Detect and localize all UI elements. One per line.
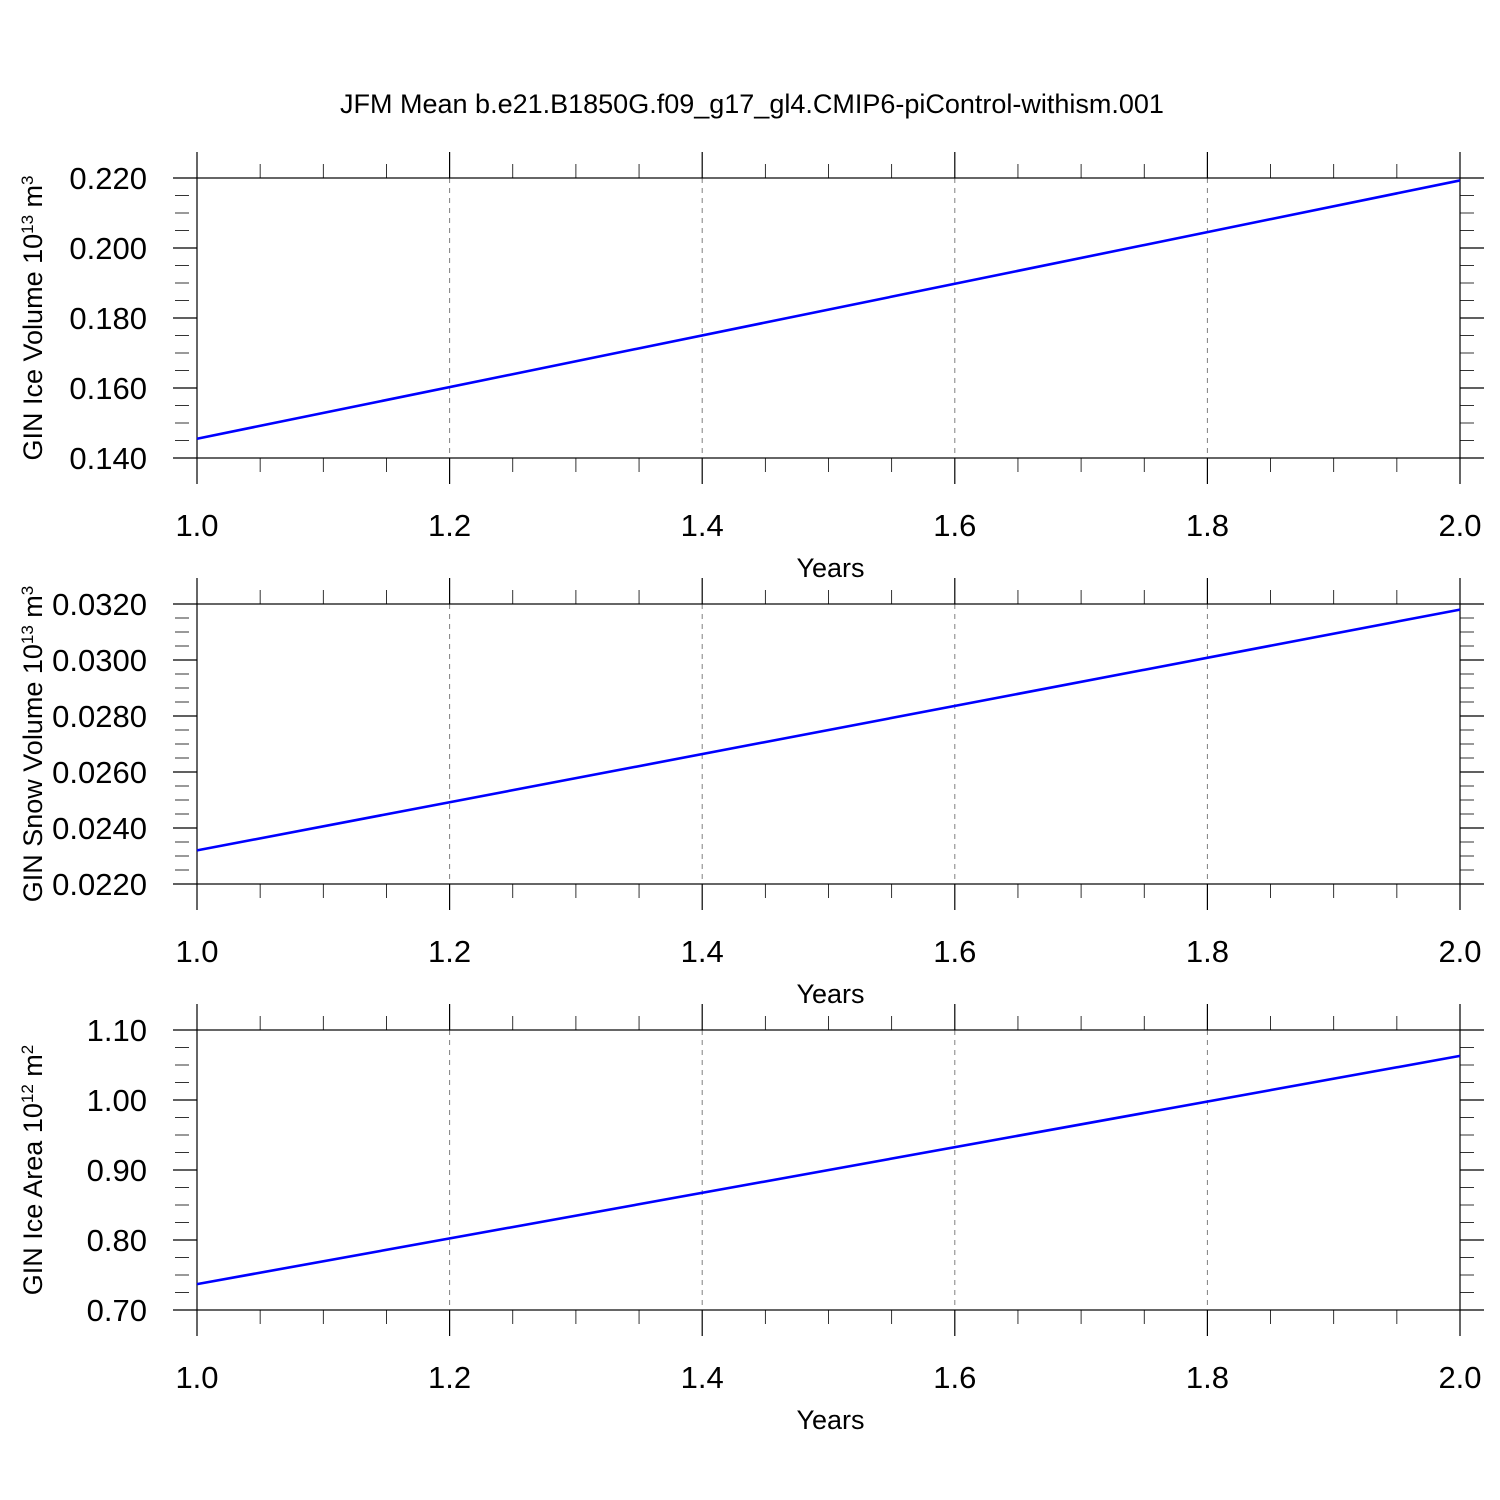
series-line <box>196 608 1461 852</box>
series-line <box>196 179 1461 441</box>
y-axis-label-superscript: 3 <box>18 586 37 595</box>
y-tick-label: 0.0260 <box>52 755 147 790</box>
y-tick-label: 0.160 <box>69 371 147 406</box>
y-tick-label: 0.70 <box>87 1293 147 1328</box>
x-tick-label: 1.6 <box>933 508 976 543</box>
x-tick-label: 1.2 <box>428 508 471 543</box>
y-axis-label-part: m <box>18 1054 48 1084</box>
y-tick-label: 0.0300 <box>52 643 147 678</box>
y-axis-label: GIN Ice Volume 1013 m3 <box>18 175 49 460</box>
x-tick-label: 1.4 <box>681 934 724 969</box>
x-tick-label: 1.4 <box>681 1360 724 1395</box>
y-tick-label: 0.0280 <box>52 699 147 734</box>
y-tick-label: 0.80 <box>87 1223 147 1258</box>
y-axis-label-part: m <box>18 595 48 625</box>
y-tick-label: 0.0220 <box>52 867 147 902</box>
y-axis-label-part: GIN Ice Volume 10 <box>18 234 48 461</box>
series-line <box>196 1054 1461 1286</box>
y-tick-label: 0.140 <box>69 441 147 476</box>
x-tick-label: 1.0 <box>175 508 218 543</box>
chart-panel-2: 0.0220 0.0240 0.0260 0.0280 0.0300 0.0320 1.0 1… <box>18 578 1484 1009</box>
y-tick-label: 0.180 <box>69 301 147 336</box>
x-axis-label: Years <box>796 553 864 583</box>
y-axis-label-part: GIN Snow Volume 10 <box>18 644 48 902</box>
figure-title: JFM Mean b.e21.B1850G.f09_g17_gl4.CMIP6-… <box>340 89 1164 119</box>
x-tick-label: 2.0 <box>1438 508 1481 543</box>
x-axis-label: Years <box>796 1405 864 1435</box>
x-tick-label: 1.8 <box>1186 934 1229 969</box>
y-tick-label: 0.0320 <box>52 587 147 622</box>
x-tick-label: 2.0 <box>1438 1360 1481 1395</box>
x-tick-label: 1.0 <box>175 1360 218 1395</box>
x-tick-label: 1.0 <box>175 934 218 969</box>
y-axis-label-superscript: 12 <box>18 1084 37 1103</box>
y-axis-label: GIN Snow Volume 1013 m3 <box>18 586 49 903</box>
x-tick-label: 1.6 <box>933 1360 976 1395</box>
y-tick-label: 0.0240 <box>52 811 147 846</box>
chart-panel-3: 0.70 0.80 0.90 1.00 1.10 1.0 1.2 1.4 1.6 1.8 2.0 Ye… <box>18 1004 1484 1435</box>
x-tick-label: 1.2 <box>428 1360 471 1395</box>
y-axis-label-part: GIN Ice Area 10 <box>18 1103 48 1295</box>
x-tick-label: 2.0 <box>1438 934 1481 969</box>
chart-panel-1: 0.140 0.160 0.180 0.200 0.220 1.0 1.2 1.4 1.6 1.8… <box>18 152 1484 583</box>
y-tick-label: 1.00 <box>87 1083 147 1118</box>
x-tick-label: 1.6 <box>933 934 976 969</box>
x-tick-label: 1.8 <box>1186 508 1229 543</box>
x-tick-label: 1.8 <box>1186 1360 1229 1395</box>
panels: 0.140 0.160 0.180 0.200 0.220 1.0 1.2 1.4 1.6 1.8… <box>18 152 1484 1435</box>
y-tick-label: 1.10 <box>87 1013 147 1048</box>
x-tick-label: 1.4 <box>681 508 724 543</box>
y-axis-label: GIN Ice Area 1012 m2 <box>18 1045 49 1296</box>
x-axis-label: Years <box>796 979 864 1009</box>
y-tick-label: 0.200 <box>69 231 147 266</box>
y-axis-label-superscript: 13 <box>18 625 37 644</box>
y-axis-label-part: m <box>18 185 48 215</box>
y-tick-label: 0.90 <box>87 1153 147 1188</box>
y-axis-label-superscript: 3 <box>18 175 37 184</box>
y-axis-label-superscript: 2 <box>18 1045 37 1054</box>
y-axis-label-superscript: 13 <box>18 215 37 234</box>
y-tick-label: 0.220 <box>69 161 147 196</box>
x-tick-label: 1.2 <box>428 934 471 969</box>
